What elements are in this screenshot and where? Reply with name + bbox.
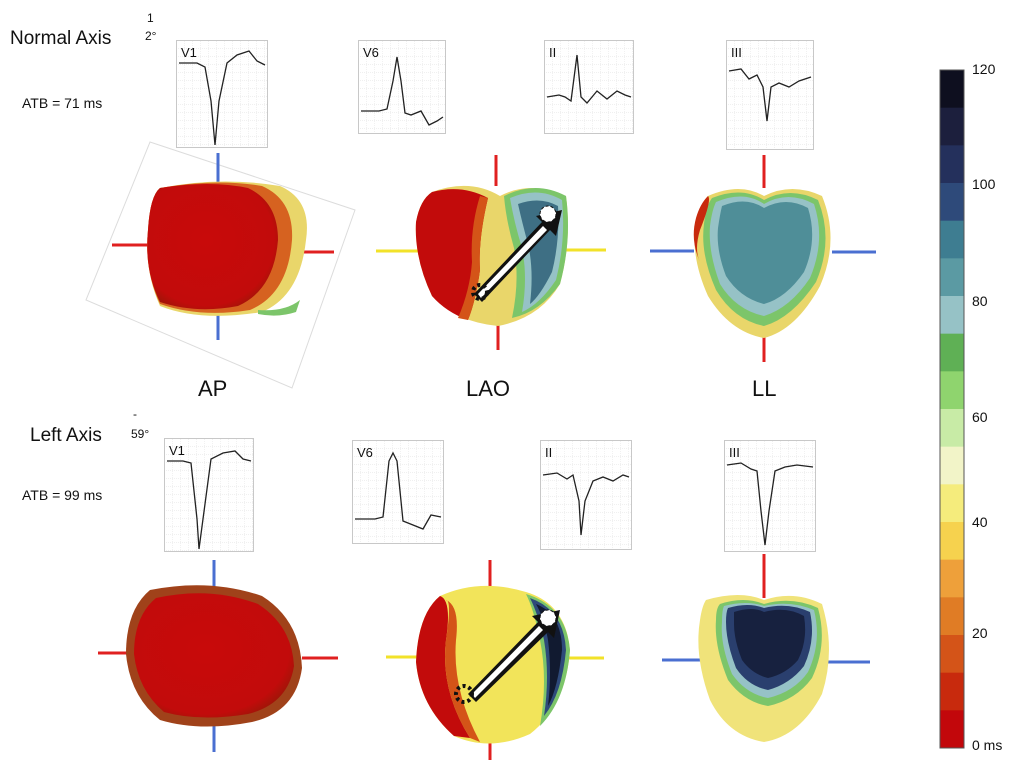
- row2-atb: ATB = 99 ms: [22, 487, 103, 503]
- row1-title: Normal Axis: [10, 28, 112, 49]
- ecg-trace: [359, 41, 445, 133]
- colorbar-segment: [940, 371, 964, 410]
- ecg-trace: [541, 441, 631, 549]
- heart-ap-row1: [85, 141, 356, 389]
- lead-label: V6: [357, 445, 373, 460]
- ecg-trace: [165, 439, 253, 551]
- colorbar-segment: [940, 183, 964, 222]
- lead-label: V1: [169, 443, 185, 458]
- colorbar-tick-label: 20: [972, 625, 988, 641]
- ecg-trace: [727, 41, 813, 149]
- row2-axis-degree-bottom: 59°: [131, 427, 150, 441]
- row2-axis-degree-top: -: [133, 407, 137, 421]
- lead-label: III: [729, 445, 740, 460]
- ecg-panel: V1: [164, 438, 254, 552]
- ecg-panel: III: [726, 40, 814, 150]
- colorbar-tick-label: 120: [972, 61, 996, 77]
- ecg-panel: II: [540, 440, 632, 550]
- ecg-panel: V6: [352, 440, 444, 544]
- colorbar-segment: [940, 70, 964, 109]
- heart-lao-row1: [376, 155, 606, 350]
- row1-axis-degree-top: 1: [147, 11, 154, 25]
- heart-ll-row2: [662, 554, 870, 742]
- lead-label: II: [549, 45, 557, 60]
- heart-lao-row2: [386, 560, 604, 760]
- colorbar: [939, 69, 965, 749]
- lead-label: V6: [363, 45, 379, 60]
- row2-title: Left Axis: [30, 425, 102, 446]
- view-label-ll: LL: [752, 376, 777, 401]
- colorbar-segment: [940, 522, 964, 561]
- colorbar-tick-label: 100: [972, 176, 996, 192]
- ecg-trace: [177, 41, 267, 147]
- view-label-lao: LAO: [466, 376, 511, 401]
- lead-label: V1: [181, 45, 197, 60]
- colorbar-segment: [940, 333, 964, 372]
- lead-label: III: [731, 45, 742, 60]
- colorbar-segment: [940, 672, 964, 711]
- colorbar-segment: [940, 559, 964, 598]
- colorbar-border: [939, 69, 965, 749]
- colorbar-segment: [940, 635, 964, 674]
- colorbar-segment: [940, 145, 964, 184]
- colorbar-segment: [940, 220, 964, 259]
- view-label-ap: AP: [198, 376, 228, 401]
- colorbar-tick-label: 40: [972, 514, 988, 530]
- colorbar-segment: [940, 409, 964, 448]
- ecg-panel: III: [724, 440, 816, 552]
- colorbar-segment: [940, 446, 964, 485]
- ecg-trace: [545, 41, 633, 133]
- row1-axis-degree-bottom: 2°: [145, 29, 157, 43]
- row1-atb: ATB = 71 ms: [22, 95, 103, 111]
- colorbar-tick-label: 0 ms: [972, 737, 1003, 753]
- ecg-trace: [353, 441, 443, 543]
- colorbar-segment: [940, 710, 964, 749]
- lead-label: II: [545, 445, 553, 460]
- colorbar-segment: [940, 107, 964, 146]
- heart-ap-row2: [98, 560, 338, 752]
- ecg-panel: V1: [176, 40, 268, 148]
- colorbar-tick-label: 60: [972, 409, 988, 425]
- colorbar-segment: [940, 258, 964, 297]
- colorbar-segment: [940, 597, 964, 636]
- ecg-panel: V6: [358, 40, 446, 134]
- ecg-panel: II: [544, 40, 634, 134]
- colorbar-segment: [940, 296, 964, 335]
- colorbar-segment: [940, 484, 964, 523]
- heart-ll-row1: [650, 155, 876, 362]
- ecg-trace: [725, 441, 815, 551]
- colorbar-tick-label: 80: [972, 293, 988, 309]
